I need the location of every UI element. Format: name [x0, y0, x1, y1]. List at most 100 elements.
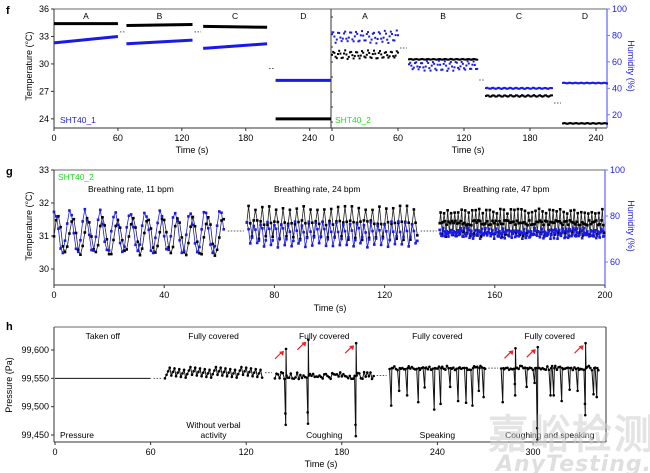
temp-point: [379, 50, 381, 53]
temperature-point: [323, 208, 326, 211]
humidity-point: [103, 240, 106, 243]
x-tick-label: 240: [588, 133, 603, 143]
temp-point: [592, 122, 595, 125]
temperature-point: [167, 246, 170, 249]
humidity-point: [274, 227, 278, 231]
humidity-point: [561, 227, 565, 230]
humidity-point: [602, 81, 605, 84]
humidity-point: [92, 249, 95, 252]
temperature-point: [326, 235, 330, 239]
temperature-point: [357, 206, 361, 210]
temp-point: [525, 94, 528, 97]
temperature-point: [484, 222, 487, 225]
pressure-point: [260, 376, 264, 379]
temperature-point: [160, 217, 164, 221]
pressure-point: [338, 371, 342, 374]
humidity-point: [545, 87, 547, 90]
temperature-point: [496, 223, 500, 226]
humidity-point: [600, 82, 603, 85]
humidity-point: [248, 242, 252, 245]
temp-point: [429, 58, 432, 61]
pressure-point: [206, 372, 210, 375]
pressure-point: [319, 375, 323, 379]
humidity-point: [293, 220, 297, 223]
temp-point: [430, 58, 433, 61]
humidity-point: [445, 229, 449, 233]
pressure-point: [321, 377, 324, 380]
pressure-point: [184, 376, 187, 379]
temperature-point: [554, 219, 558, 222]
temperature-point: [140, 247, 144, 250]
humidity-point: [499, 232, 502, 235]
humidity-point: [292, 239, 295, 243]
pressure-point: [566, 366, 570, 369]
humidity-point: [352, 40, 355, 43]
humidity-point: [475, 68, 478, 71]
temperature-point: [472, 232, 476, 235]
humidity-point: [160, 214, 164, 218]
temperature-point: [52, 235, 56, 238]
temperature-point: [309, 208, 312, 211]
temperature-point: [478, 219, 482, 223]
temp-point: [374, 52, 377, 55]
temp-point: [530, 95, 533, 98]
humidity-point: [448, 230, 452, 234]
humidity-point: [542, 87, 545, 90]
annotation-24bpm: Breathing rate, 24 bpm: [274, 184, 360, 194]
temp-point: [331, 53, 333, 56]
pressure-point: [222, 370, 226, 374]
temp-point: [347, 55, 350, 58]
temp-point: [436, 58, 439, 61]
humidity-point: [200, 228, 203, 231]
temp-point: [551, 94, 553, 97]
pressure-point: [555, 368, 559, 372]
humidity-point: [528, 236, 531, 239]
temperature-point: [114, 224, 118, 228]
pressure-point: [241, 373, 245, 377]
humidity-point: [592, 233, 595, 237]
temp-point: [539, 94, 541, 97]
humidity-point: [427, 61, 430, 64]
temp-point: [439, 58, 442, 61]
temp-point: [371, 53, 374, 56]
pressure-point: [289, 372, 293, 375]
pressure-point: [197, 370, 200, 374]
humidity-point: [495, 87, 498, 90]
pressure-point: [307, 338, 310, 342]
humidity-point: [261, 227, 264, 230]
temperature-point: [274, 208, 278, 212]
pressure-point: [305, 376, 309, 379]
temperature-point: [293, 222, 297, 226]
temperature-point: [552, 221, 556, 225]
annotation-11bpm: Breathing rate, 11 bpm: [88, 184, 174, 194]
temperature-point: [583, 211, 587, 215]
temperature-point: [87, 221, 91, 224]
humidity-point: [543, 86, 546, 89]
temp-point: [516, 94, 519, 97]
x-tick-label: 200: [597, 290, 612, 300]
humidity-point: [65, 222, 69, 225]
temp-point: [535, 95, 538, 98]
temp-trace-black: [126, 23, 193, 27]
temp-point: [547, 95, 550, 98]
humidity-point: [557, 228, 561, 232]
temperature-point: [453, 211, 456, 214]
pressure-point: [166, 369, 170, 373]
temperature-point: [395, 237, 398, 241]
f-axes: 24 27 30 33 36 20 40 60 80 100 0 60 120 180 240 0 60 120 1…: [39, 4, 627, 143]
humidity-point: [595, 234, 599, 238]
humidity-point: [278, 236, 281, 240]
humidity-point: [569, 81, 572, 84]
humidity-point: [585, 81, 588, 84]
humidity-point: [362, 223, 366, 227]
pressure-point: [554, 364, 557, 368]
temp-point: [466, 58, 469, 61]
pressure-point: [569, 366, 573, 370]
humidity-point: [451, 231, 455, 235]
temperature-point: [145, 219, 148, 223]
segment-label-B: B: [440, 11, 446, 21]
pressure-point: [276, 373, 280, 376]
temperature-point: [591, 220, 594, 224]
temperature-point: [461, 222, 464, 226]
temp-point: [445, 58, 448, 61]
